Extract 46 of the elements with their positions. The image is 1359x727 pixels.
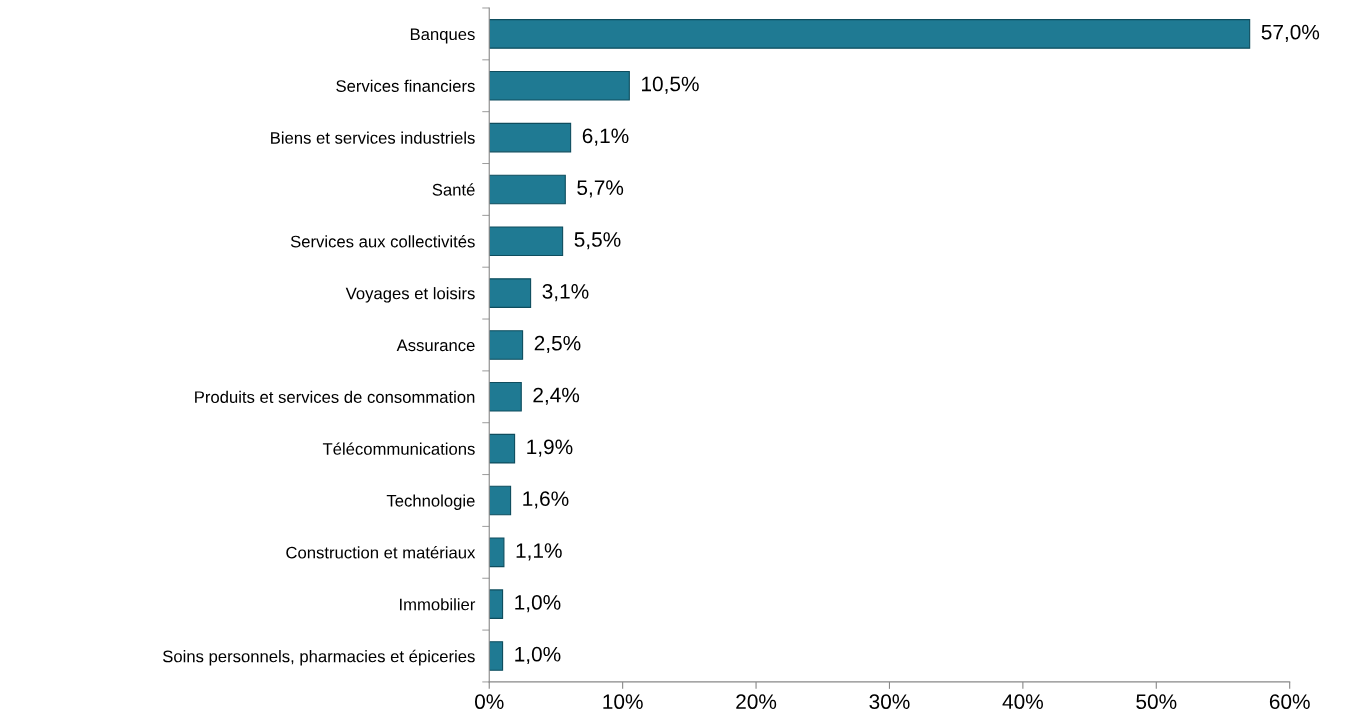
bar xyxy=(489,70,630,101)
x-tick-label: 40% xyxy=(1002,694,1043,710)
y-tick-label: Immobilier xyxy=(400,598,476,611)
x-tick-label: 50% xyxy=(1136,694,1177,710)
bar xyxy=(489,537,505,568)
data-label: 2,4% xyxy=(533,387,580,405)
y-tick-label: Assurance xyxy=(396,339,475,352)
y-tick-label: Soins personnels, pharmacies et épiceries xyxy=(163,649,475,666)
y-tick-label: Banques xyxy=(410,28,475,44)
data-label: 5,7% xyxy=(577,180,624,198)
x-tick-label: 60% xyxy=(1269,694,1310,710)
bar xyxy=(489,226,564,257)
y-tick-label: Services financiers xyxy=(336,79,475,92)
bar xyxy=(489,433,516,464)
y-tick-label: Télécommunications xyxy=(322,442,475,455)
data-label: 1,0% xyxy=(515,646,561,665)
x-tick-label: 20% xyxy=(736,694,777,710)
y-tick-label: Santé xyxy=(432,183,475,196)
data-label: 1,0% xyxy=(515,595,561,613)
y-tick-label: Produits et services de consommation xyxy=(195,390,475,404)
data-label: 6,1% xyxy=(582,128,629,146)
bar xyxy=(489,589,504,619)
bar xyxy=(489,641,504,671)
bar xyxy=(489,485,512,516)
bar xyxy=(489,174,566,205)
bar xyxy=(489,278,532,308)
data-label: 10,5% xyxy=(642,76,699,94)
data-label: 5,5% xyxy=(574,232,621,250)
data-label: 57,0% xyxy=(1261,24,1320,42)
bar xyxy=(489,330,524,360)
data-label: 1,9% xyxy=(527,439,573,457)
x-tick-label: 0% xyxy=(475,694,504,710)
y-tick-label: Services aux collectivités xyxy=(290,235,475,248)
data-label: 2,5% xyxy=(534,335,581,354)
y-tick-label: Technologie xyxy=(386,494,475,510)
x-tick-label: 30% xyxy=(869,694,910,710)
data-label: 1,1% xyxy=(516,543,562,561)
y-tick-label: Biens et services industriels xyxy=(271,131,475,144)
data-label: 1,6% xyxy=(523,491,569,509)
data-label: 3,1% xyxy=(542,283,589,302)
bar xyxy=(489,381,522,412)
x-tick-label: 10% xyxy=(603,694,643,710)
bar xyxy=(489,122,572,153)
y-tick-label: Voyages et loisirs xyxy=(345,287,475,303)
y-tick-label: Construction et matériaux xyxy=(286,546,476,559)
bar xyxy=(489,19,1251,49)
